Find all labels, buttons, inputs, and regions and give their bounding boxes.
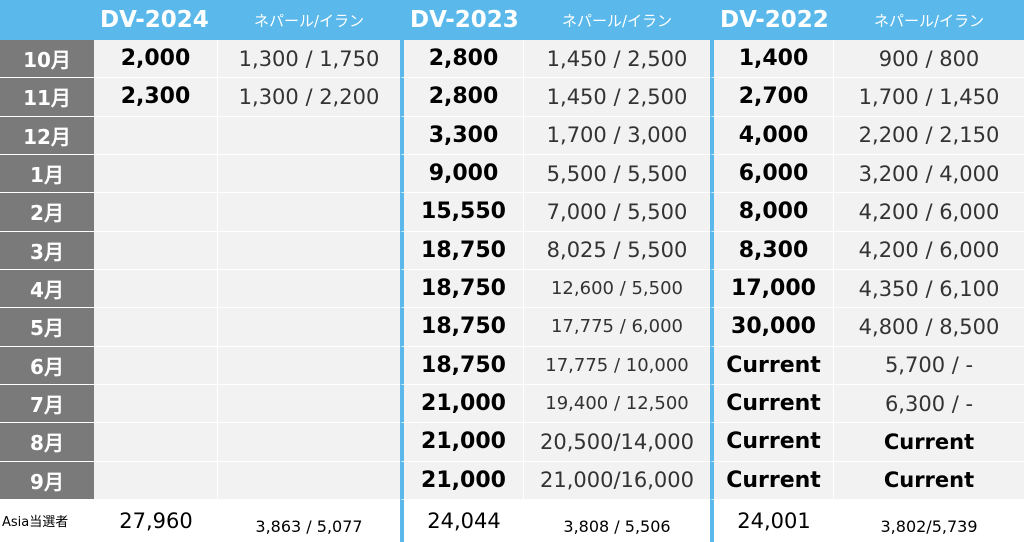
cutoff-total: 2,300	[94, 78, 218, 117]
cutoff-nepal-iran: 8,025 / 5,500	[524, 231, 710, 270]
cutoff-total	[94, 154, 218, 194]
cutoff-nepal-iran: 1,700 / 1,450	[834, 78, 1024, 117]
cutoff-total: 30,000	[710, 308, 834, 347]
cutoff-nepal-iran: 6,300 / -	[834, 384, 1024, 424]
cutoff-nepal-iran: 4,200 / 6,000	[834, 193, 1024, 232]
cutoff-total	[94, 461, 218, 500]
month-label: 4月	[0, 269, 94, 309]
month-label: 6月	[0, 346, 94, 385]
cutoff-nepal-iran	[218, 423, 400, 462]
cutoff-nepal-iran: 17,775 / 10,000	[524, 346, 710, 385]
asia-winners-nepal-iran: 3,802/5,739	[834, 499, 1024, 542]
cutoff-total: 18,750	[400, 308, 524, 347]
cutoff-nepal-iran	[218, 269, 400, 309]
cutoff-total	[94, 231, 218, 270]
cutoff-total: 18,750	[400, 269, 524, 309]
cutoff-nepal-iran: Current	[834, 423, 1024, 462]
cutoff-nepal-iran: 3,200 / 4,000	[834, 154, 1024, 194]
cutoff-nepal-iran: 4,200 / 6,000	[834, 231, 1024, 270]
cutoff-total	[94, 116, 218, 155]
cutoff-total: 21,000	[400, 384, 524, 424]
group-subtitle: ネパール/イラン	[524, 0, 710, 40]
cutoff-nepal-iran: 1,300 / 2,200	[218, 78, 400, 117]
cutoff-nepal-iran: 19,400 / 12,500	[524, 384, 710, 424]
footer-label: Asia当選者	[0, 499, 94, 542]
cutoff-nepal-iran: 5,500 / 5,500	[524, 154, 710, 194]
cutoff-nepal-iran: 20,500/14,000	[524, 423, 710, 462]
month-label: 11月	[0, 78, 94, 117]
cutoff-nepal-iran	[218, 154, 400, 194]
cutoff-total: 3,300	[400, 116, 524, 155]
cutoff-total: Current	[710, 384, 834, 424]
cutoff-nepal-iran	[218, 231, 400, 270]
cutoff-total: 4,000	[710, 116, 834, 155]
group-subtitle: ネパール/イラン	[218, 0, 400, 40]
asia-winners-nepal-iran: 3,808 / 5,506	[524, 499, 710, 542]
month-label: 9月	[0, 461, 94, 500]
cutoff-nepal-iran: 1,450 / 2,500	[524, 40, 710, 79]
month-label: 5月	[0, 308, 94, 347]
group-title: DV-2022	[710, 0, 834, 40]
cutoff-total: 2,000	[94, 40, 218, 79]
cutoff-total: 18,750	[400, 346, 524, 385]
cutoff-total	[94, 269, 218, 309]
cutoff-total: 2,700	[710, 78, 834, 117]
asia-winners-total: 24,044	[400, 499, 524, 542]
cutoff-total: 2,800	[400, 78, 524, 117]
asia-winners-nepal-iran: 3,863 / 5,077	[218, 499, 400, 542]
cutoff-total: 2,800	[400, 40, 524, 79]
cutoff-nepal-iran: 1,700 / 3,000	[524, 116, 710, 155]
cutoff-nepal-iran	[218, 346, 400, 385]
cutoff-total: 15,550	[400, 193, 524, 232]
header-corner	[0, 0, 94, 40]
cutoff-nepal-iran: Current	[834, 461, 1024, 500]
cutoff-total	[94, 346, 218, 385]
cutoff-nepal-iran: 4,350 / 6,100	[834, 269, 1024, 309]
cutoff-nepal-iran: 1,300 / 1,750	[218, 40, 400, 79]
asia-winners-total: 24,001	[710, 499, 834, 542]
cutoff-total: 9,000	[400, 154, 524, 194]
cutoff-nepal-iran: 900 / 800	[834, 40, 1024, 79]
group-subtitle: ネパール/イラン	[834, 0, 1024, 40]
asia-winners-total: 27,960	[94, 499, 218, 542]
cutoff-nepal-iran	[218, 116, 400, 155]
cutoff-nepal-iran: 7,000 / 5,500	[524, 193, 710, 232]
month-label: 7月	[0, 384, 94, 424]
cutoff-nepal-iran: 12,600 / 5,500	[524, 269, 710, 309]
cutoff-total: Current	[710, 346, 834, 385]
cutoff-total	[94, 423, 218, 462]
cutoff-total: Current	[710, 461, 834, 500]
cutoff-total: 8,000	[710, 193, 834, 232]
cutoff-nepal-iran	[218, 461, 400, 500]
cutoff-nepal-iran	[218, 308, 400, 347]
month-label: 2月	[0, 193, 94, 232]
cutoff-total: 8,300	[710, 231, 834, 270]
cutoff-total: 21,000	[400, 461, 524, 500]
month-label: 8月	[0, 423, 94, 462]
month-label: 12月	[0, 116, 94, 155]
cutoff-nepal-iran: 21,000/16,000	[524, 461, 710, 500]
month-label: 10月	[0, 40, 94, 79]
cutoff-nepal-iran: 5,700 / -	[834, 346, 1024, 385]
cutoff-total: 1,400	[710, 40, 834, 79]
cutoff-total: 17,000	[710, 269, 834, 309]
cutoff-nepal-iran: 17,775 / 6,000	[524, 308, 710, 347]
group-title: DV-2023	[400, 0, 524, 40]
month-label: 1月	[0, 154, 94, 194]
cutoff-total	[94, 193, 218, 232]
cutoff-nepal-iran	[218, 384, 400, 424]
cutoff-nepal-iran: 2,200 / 2,150	[834, 116, 1024, 155]
cutoff-nepal-iran: 4,800 / 8,500	[834, 308, 1024, 347]
group-title: DV-2024	[94, 0, 218, 40]
cutoff-nepal-iran: 1,450 / 2,500	[524, 78, 710, 117]
cutoff-total: Current	[710, 423, 834, 462]
cutoff-nepal-iran	[218, 193, 400, 232]
cutoff-total: 6,000	[710, 154, 834, 194]
month-label: 3月	[0, 231, 94, 270]
cutoff-total: 18,750	[400, 231, 524, 270]
cutoff-total	[94, 308, 218, 347]
cutoff-total: 21,000	[400, 423, 524, 462]
cutoff-total	[94, 384, 218, 424]
